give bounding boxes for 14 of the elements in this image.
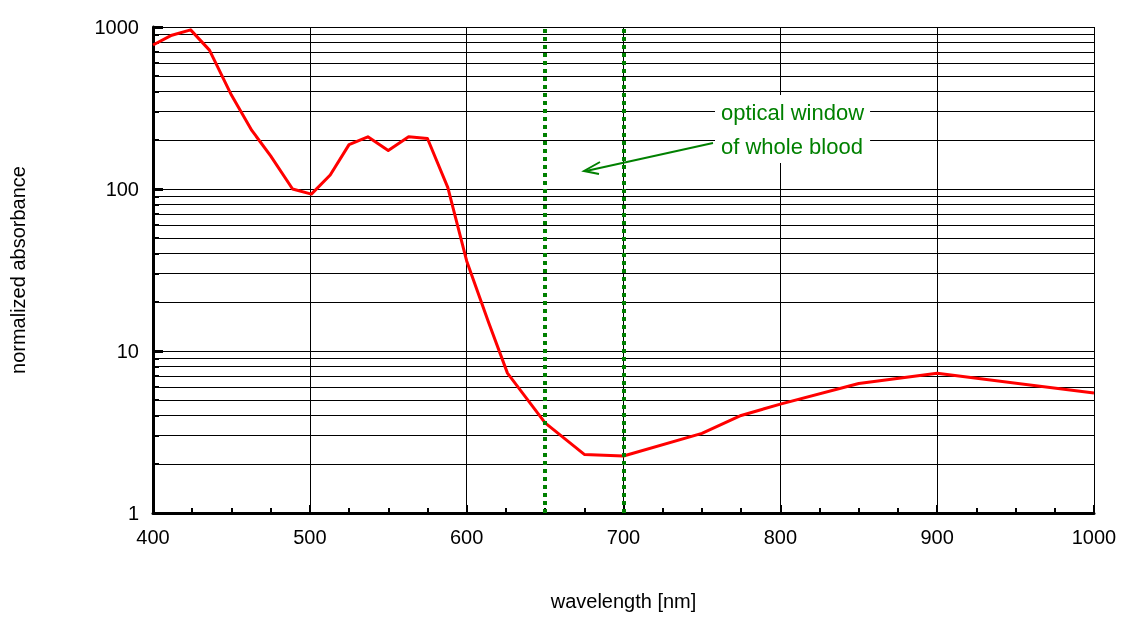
x-tick-label: 800 [763, 526, 798, 548]
x-tick-label: 1000 [1071, 526, 1117, 548]
y-axis-title: normalized absorbance [7, 166, 29, 374]
x-tick-label: 900 [920, 526, 954, 548]
x-tick-label: 700 [606, 526, 641, 548]
y-tick-label: 10 [116, 340, 139, 362]
x-tick-label: 600 [449, 526, 484, 548]
y-tick-label: 1 [127, 502, 139, 524]
x-tick-label: 500 [293, 526, 327, 548]
x-tick-label: 400 [136, 526, 170, 548]
y-tick-label: 1000 [94, 16, 139, 38]
y-tick-label: 100 [105, 178, 139, 200]
x-axis-title: wavelength [nm] [549, 590, 697, 612]
annotation: optical window of whole blood [721, 99, 865, 159]
